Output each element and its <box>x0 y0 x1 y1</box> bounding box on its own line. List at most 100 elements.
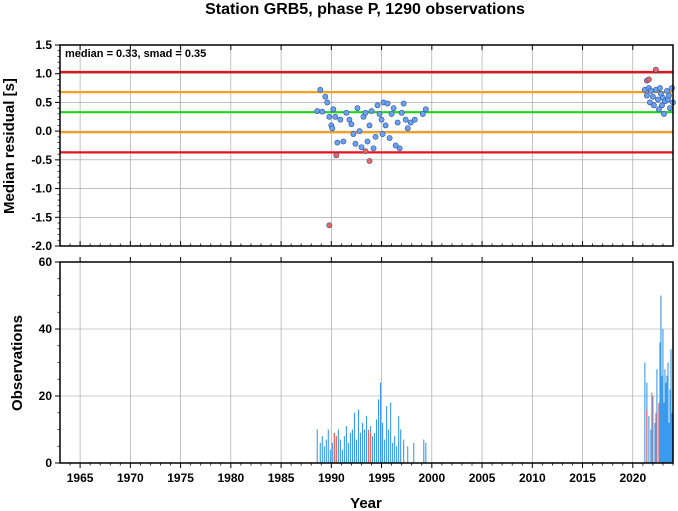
data-point <box>669 85 675 91</box>
data-point <box>324 99 331 106</box>
data-point <box>330 106 337 113</box>
y-tick-label: 1.5 <box>35 38 52 52</box>
data-point <box>352 140 359 147</box>
data-point <box>340 138 347 145</box>
data-point <box>356 128 363 135</box>
y-tick-label: -0.5 <box>31 153 52 167</box>
data-point <box>379 131 386 137</box>
observations-x-ticks: 1965 1970 1975 1980 1985 1990 1995 2000 2005 2010… <box>67 257 674 485</box>
data-point <box>657 85 663 91</box>
data-point <box>655 96 661 103</box>
data-point <box>404 125 411 132</box>
x-tick-label: 1985 <box>268 471 295 485</box>
x-tick-label: 2010 <box>519 471 546 485</box>
data-point <box>402 116 409 123</box>
data-point <box>656 106 662 113</box>
data-point <box>384 100 391 107</box>
x-tick-label: 2020 <box>619 471 646 485</box>
data-point <box>376 111 383 117</box>
data-point <box>394 119 401 126</box>
x-tick-label: 1970 <box>117 471 144 485</box>
data-point <box>362 109 369 116</box>
data-point <box>659 102 665 109</box>
data-point <box>386 135 393 141</box>
data-point <box>392 142 399 149</box>
data-point <box>398 109 405 116</box>
residual-y-ticks: 1.5 1.0 0.5 0.0 -0.5 -1.0 -1.5 -2.0 <box>31 38 60 253</box>
data-point <box>317 86 324 93</box>
data-point <box>319 108 326 115</box>
x-tick-label: 2005 <box>469 471 496 485</box>
data-point <box>334 139 341 146</box>
chart-title: Station GRB5, phase P, 1290 observations <box>205 1 525 18</box>
y-tick-label: 1.0 <box>35 67 52 81</box>
data-point <box>422 106 429 113</box>
data-point <box>650 93 656 100</box>
y-tick-label: 20 <box>39 389 53 403</box>
data-point <box>362 148 369 155</box>
data-point <box>653 66 659 73</box>
data-point <box>390 105 397 112</box>
data-point <box>364 138 371 145</box>
residual-y-axis-label: Median residual [s] <box>1 78 18 214</box>
y-tick-label: -1.5 <box>31 210 52 224</box>
data-point <box>370 145 377 152</box>
data-point <box>332 113 339 120</box>
x-tick-label: 1995 <box>368 471 395 485</box>
observations-y-ticks: 60 40 20 0 <box>39 255 60 470</box>
y-tick-label: -1.0 <box>31 182 52 196</box>
data-point <box>343 109 350 116</box>
data-point <box>419 111 426 117</box>
x-tick-label: 1975 <box>167 471 194 485</box>
residual-frame <box>59 44 674 247</box>
data-point <box>388 111 395 117</box>
x-tick-label: 1965 <box>67 471 94 485</box>
data-point <box>348 121 355 128</box>
data-point <box>314 108 321 114</box>
data-point <box>326 222 333 229</box>
residual-panel: 1.5 1.0 0.5 0.0 -0.5 -1.0 -1.5 -2.0 median = 0.… <box>1 38 676 253</box>
y-tick-label: 40 <box>39 322 53 336</box>
x-tick-label: 2000 <box>418 471 445 485</box>
y-tick-label: 60 <box>39 255 53 269</box>
data-point <box>666 92 672 99</box>
data-point <box>366 122 373 129</box>
x-tick-label: 1980 <box>217 471 244 485</box>
data-point <box>354 105 361 112</box>
y-tick-label: 0.0 <box>35 124 52 138</box>
observations-y-axis-label: Observations <box>9 315 26 411</box>
data-point <box>667 105 673 112</box>
stats-annotation: median = 0.33, smad = 0.35 <box>65 48 206 60</box>
observations-bars <box>316 295 674 463</box>
x-axis-label: Year <box>350 495 382 511</box>
observations-panel: 60 40 20 0 1965 1970 1975 1980 1985 1990 1995 2000… <box>9 255 674 511</box>
y-tick-label: 0.5 <box>35 95 52 109</box>
residual-x-ticks <box>69 45 674 246</box>
y-tick-label: -2.0 <box>31 239 52 253</box>
x-tick-label: 1990 <box>318 471 345 485</box>
y-tick-label: 0 <box>45 456 52 470</box>
data-point <box>322 93 329 100</box>
data-point <box>326 113 333 120</box>
data-point <box>411 116 418 123</box>
data-point <box>382 122 389 129</box>
residual-grid <box>60 44 673 247</box>
data-point <box>366 158 373 164</box>
data-point <box>651 102 657 109</box>
x-tick-label: 2015 <box>569 471 596 485</box>
data-point <box>372 133 379 140</box>
data-point <box>407 119 414 126</box>
data-point <box>333 152 340 159</box>
data-point <box>396 145 403 152</box>
data-point <box>646 99 653 106</box>
data-point <box>329 125 336 132</box>
data-point <box>643 92 650 99</box>
data-point <box>645 76 652 83</box>
data-point <box>400 100 407 107</box>
data-point <box>337 116 344 123</box>
data-point <box>647 88 654 94</box>
residual-points <box>314 66 676 229</box>
data-point <box>368 108 375 114</box>
data-point <box>661 111 667 117</box>
